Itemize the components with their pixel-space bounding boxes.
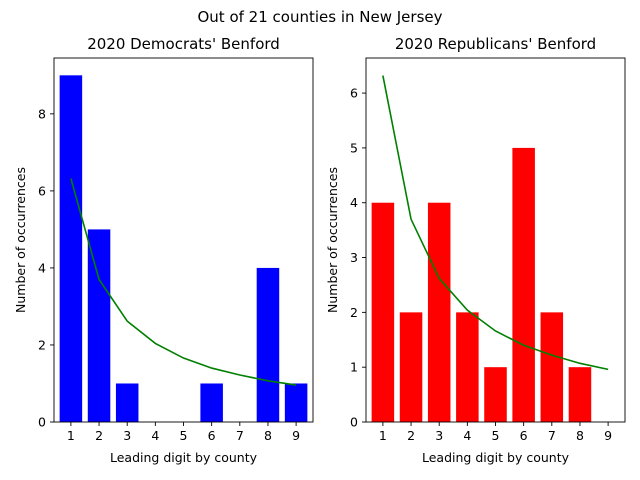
- democrats-xlabel: Leading digit by county: [110, 450, 258, 465]
- democrats-ytick-label-8: 8: [38, 106, 46, 121]
- democrats-ytick-label-0: 0: [38, 415, 46, 430]
- figure-suptitle: Out of 21 counties in New Jersey: [197, 8, 443, 26]
- republicans-ytick-label-1: 1: [350, 360, 358, 375]
- democrats-ylabel: Number of occurrences: [13, 167, 28, 313]
- republicans-bar-8: [568, 367, 592, 422]
- democrats-bar-9: [284, 383, 308, 422]
- democrats-xtick-label-8: 8: [264, 428, 272, 443]
- democrats-bar-3: [115, 383, 139, 422]
- republicans-ytick-label-2: 2: [350, 305, 358, 320]
- republicans-xtick-label-4: 4: [463, 428, 471, 443]
- democrats-bar-2: [87, 229, 111, 422]
- democrats-ytick-label-2: 2: [38, 337, 46, 352]
- democrats-xtick-label-7: 7: [236, 428, 244, 443]
- republicans-bar-3: [427, 202, 451, 422]
- republicans-xlabel: Leading digit by county: [422, 450, 570, 465]
- democrats-bar-1: [59, 75, 83, 422]
- democrats-xtick-label-2: 2: [95, 428, 103, 443]
- democrats-title: 2020 Democrats' Benford: [87, 35, 280, 53]
- democrats-bar-8: [256, 267, 280, 422]
- republicans-title: 2020 Republicans' Benford: [395, 35, 596, 53]
- republicans-ytick-label-6: 6: [350, 86, 358, 101]
- democrats-xtick-label-9: 9: [292, 428, 300, 443]
- republicans-bar-6: [512, 147, 535, 422]
- democrats-bar-6: [200, 383, 223, 422]
- democrats-ytick-label-4: 4: [38, 260, 46, 275]
- republicans-xtick-label-6: 6: [520, 428, 528, 443]
- republicans-xtick-label-7: 7: [548, 428, 556, 443]
- republicans-xtick-label-5: 5: [492, 428, 500, 443]
- democrats-ytick-label-6: 6: [38, 183, 46, 198]
- republicans-ytick-label-0: 0: [350, 415, 358, 430]
- republicans-ytick-label-5: 5: [350, 140, 358, 155]
- republicans-ytick-label-3: 3: [350, 250, 358, 265]
- republicans-bar-1: [371, 202, 395, 422]
- republicans-xtick-label-3: 3: [435, 428, 443, 443]
- republicans-bar-4: [456, 312, 479, 422]
- republicans-bar-5: [484, 367, 507, 422]
- democrats-panel: 1 2 3 4 5 6 7 8 9 0 2 4 6 8 2020 Democrats' Benford Lea…: [13, 35, 314, 465]
- democrats-xtick-label-5: 5: [180, 428, 188, 443]
- republicans-panel: 1 2 3 4 5 6 7 8 9 0 1 2 3 4 5 6 2020 Republicans' Benfor…: [325, 35, 626, 465]
- democrats-xtick-label-6: 6: [208, 428, 216, 443]
- republicans-xtick-label-8: 8: [576, 428, 584, 443]
- republicans-ytick-label-4: 4: [350, 195, 358, 210]
- democrats-xtick-label-1: 1: [67, 428, 75, 443]
- democrats-benford-line: [70, 178, 297, 386]
- republicans-benford-line: [382, 75, 609, 371]
- democrats-xtick-label-3: 3: [123, 428, 131, 443]
- republicans-xtick-label-2: 2: [407, 428, 415, 443]
- democrats-xtick-label-4: 4: [151, 428, 159, 443]
- republicans-bar-2: [399, 312, 423, 422]
- republicans-ylabel: Number of occurrences: [325, 167, 340, 313]
- republicans-xtick-label-9: 9: [604, 428, 612, 443]
- republicans-xtick-label-1: 1: [379, 428, 387, 443]
- republicans-bar-7: [540, 312, 564, 422]
